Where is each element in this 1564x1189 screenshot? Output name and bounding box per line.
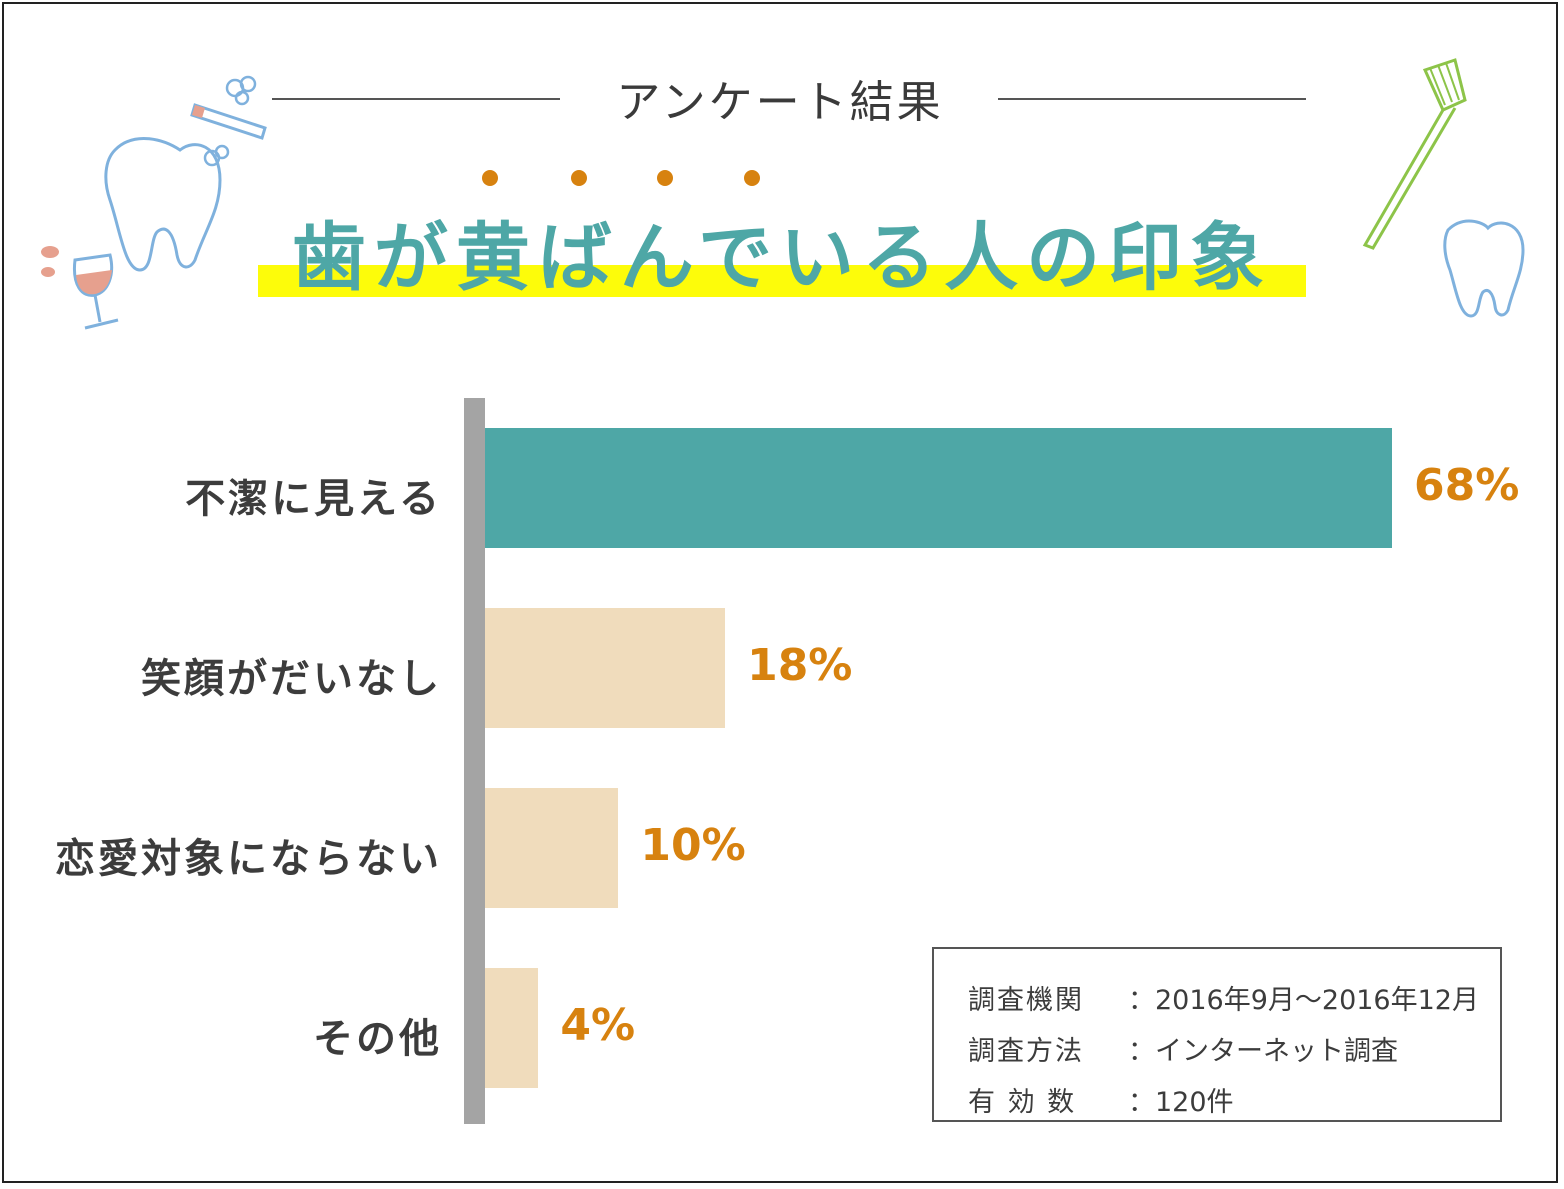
emphasis-dot xyxy=(657,170,673,186)
emphasis-dot xyxy=(482,170,498,186)
category-label: 不潔に見える xyxy=(185,476,442,522)
survey-label: アンケート結果 xyxy=(616,77,944,128)
toothbrush-icon xyxy=(1362,58,1467,250)
value-label: 4% xyxy=(560,1000,636,1051)
emphasis-dot xyxy=(571,170,587,186)
note-key: 調査方法 xyxy=(968,1036,1084,1067)
chart-title: 歯が黄ばんでいる人の印象 xyxy=(291,215,1273,301)
value-label: 68% xyxy=(1414,460,1520,511)
note-key: 有 効 数 xyxy=(968,1087,1077,1118)
y-axis-line xyxy=(464,398,485,1124)
header-rule-left xyxy=(272,98,560,100)
note-key: 調査機関 xyxy=(968,985,1084,1016)
bar xyxy=(485,608,726,728)
header-rule-right xyxy=(998,98,1306,100)
tooth-small-icon xyxy=(1443,219,1525,318)
bar xyxy=(485,968,539,1088)
survey-notes-box: 調査機関 ：2016年9月～2016年12月 調査方法 ：インターネット調査 有… xyxy=(932,947,1502,1122)
category-label: その他 xyxy=(313,1016,442,1062)
value-label: 18% xyxy=(747,640,853,691)
note-value: ：2016年9月～2016年12月 xyxy=(1128,985,1479,1016)
category-label: 恋愛対象にならない xyxy=(55,836,442,882)
tooth-icon xyxy=(104,136,222,272)
category-label: 笑顔がだいなし xyxy=(141,656,442,702)
note-row: 有 効 数 ：120件 xyxy=(968,1077,1500,1128)
bar xyxy=(485,788,619,908)
bar xyxy=(485,428,1392,548)
value-label: 10% xyxy=(640,820,746,871)
note-row: 調査機関 ：2016年9月～2016年12月 xyxy=(968,975,1500,1026)
note-row: 調査方法 ：インターネット調査 xyxy=(968,1026,1500,1077)
note-value: ：120件 xyxy=(1128,1087,1234,1118)
emphasis-dot xyxy=(744,170,760,186)
note-value: ：インターネット調査 xyxy=(1128,1036,1398,1067)
title-highlight xyxy=(258,265,1306,297)
wine-glass-icon xyxy=(41,246,119,330)
cigarette-icon xyxy=(190,75,267,167)
